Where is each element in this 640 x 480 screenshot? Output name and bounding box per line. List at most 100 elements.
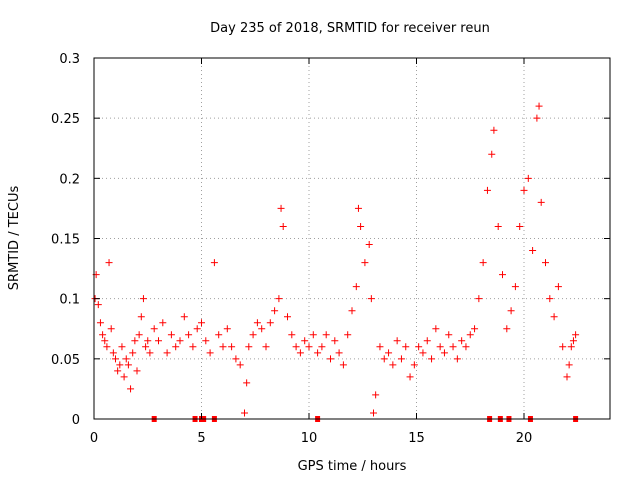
- data-point: [466, 331, 474, 339]
- data-point: [361, 259, 369, 267]
- data-point: [415, 343, 423, 351]
- y-tick-label: 0.05: [51, 353, 80, 368]
- data-point: [537, 198, 545, 206]
- data-point: [305, 343, 313, 351]
- data-point: [219, 343, 227, 351]
- data-point: [554, 283, 562, 291]
- data-point: [339, 361, 347, 369]
- data-point: [103, 343, 111, 351]
- x-tick-label: 15: [408, 431, 425, 446]
- data-point: [314, 349, 322, 357]
- data-point: [499, 271, 506, 279]
- chart-title: Day 235 of 2018, SRMTID for receiver reu…: [210, 21, 490, 36]
- data-point: [180, 313, 188, 321]
- data-point: [565, 361, 573, 369]
- data-point: [137, 313, 145, 321]
- data-point: [419, 349, 427, 357]
- data-point: [436, 343, 444, 351]
- data-point: [107, 325, 115, 333]
- data-point: [529, 247, 537, 255]
- data-point: [309, 331, 317, 339]
- data-point: [236, 361, 244, 369]
- data-point: [569, 337, 577, 345]
- y-tick-label: 0.25: [51, 112, 80, 127]
- data-point: [524, 174, 532, 182]
- data-point: [376, 343, 384, 351]
- data-point: [453, 355, 461, 363]
- data-point: [327, 355, 334, 363]
- data-point: [142, 343, 150, 351]
- data-point: [507, 307, 515, 315]
- data-point: [210, 259, 218, 267]
- data-point: [155, 337, 162, 345]
- data-point: [120, 373, 128, 381]
- data-point: [370, 409, 377, 417]
- y-tick-label: 0.15: [51, 233, 80, 248]
- data-point: [198, 319, 205, 327]
- data-point: [127, 385, 135, 393]
- data-point: [471, 325, 479, 333]
- y-tick-label: 0.1: [59, 293, 80, 308]
- data-point: [112, 355, 119, 363]
- data-point: [167, 331, 175, 339]
- x-tick-label: 20: [516, 431, 533, 446]
- data-point: [232, 355, 240, 363]
- data-point: [189, 343, 197, 351]
- data-point: [185, 331, 193, 339]
- data-point: [494, 222, 502, 230]
- data-point: [163, 349, 171, 357]
- data-point: [563, 373, 571, 381]
- data-point: [475, 295, 483, 303]
- data-point: [365, 241, 373, 249]
- data-point: [572, 331, 580, 339]
- data-point: [533, 114, 541, 122]
- data-point: [215, 331, 223, 339]
- data-point: [101, 337, 109, 345]
- data-point: [292, 343, 300, 351]
- y-tick-label: 0.2: [59, 172, 80, 187]
- data-point: [139, 295, 147, 303]
- data-point: [348, 307, 356, 315]
- y-tick-label: 0: [72, 413, 80, 428]
- data-point: [296, 349, 304, 357]
- gridlines: [94, 58, 610, 419]
- data-point: [445, 331, 453, 339]
- plot-area-border: [93, 57, 611, 420]
- data-point: [277, 204, 285, 212]
- data-point: [193, 325, 201, 333]
- data-point: [122, 355, 130, 363]
- data-point: [202, 337, 210, 345]
- data-point: [432, 325, 440, 333]
- data-point: [109, 349, 117, 357]
- data-point: [124, 361, 132, 369]
- data-point: [397, 355, 405, 363]
- data-point: [372, 391, 380, 399]
- data-point: [449, 343, 457, 351]
- data-point: [258, 325, 266, 333]
- data-point: [357, 222, 365, 230]
- data-point: [402, 343, 410, 351]
- data-point: [116, 361, 124, 369]
- data-point: [243, 379, 251, 387]
- data-point: [542, 259, 549, 267]
- data-point: [241, 409, 248, 417]
- data-point: [206, 349, 214, 357]
- data-point: [131, 337, 139, 345]
- data-point: [262, 343, 270, 351]
- data-point: [271, 307, 279, 315]
- data-point: [550, 313, 558, 321]
- data-point: [462, 343, 470, 351]
- data-point: [423, 337, 431, 345]
- data-point: [354, 204, 362, 212]
- data-point: [393, 337, 401, 345]
- data-point: [99, 331, 107, 339]
- data-point: [331, 337, 339, 345]
- data-point: [135, 331, 143, 339]
- data-point: [172, 343, 180, 351]
- data-points: [91, 102, 580, 422]
- data-point: [440, 349, 448, 357]
- x-tick-label: 5: [197, 431, 205, 446]
- data-point: [503, 325, 511, 333]
- data-point: [516, 222, 524, 230]
- axis-ticks: 0 0.05 0.1 0.15 0.2 0.25 0.3 0 5 10 15 20: [51, 52, 610, 446]
